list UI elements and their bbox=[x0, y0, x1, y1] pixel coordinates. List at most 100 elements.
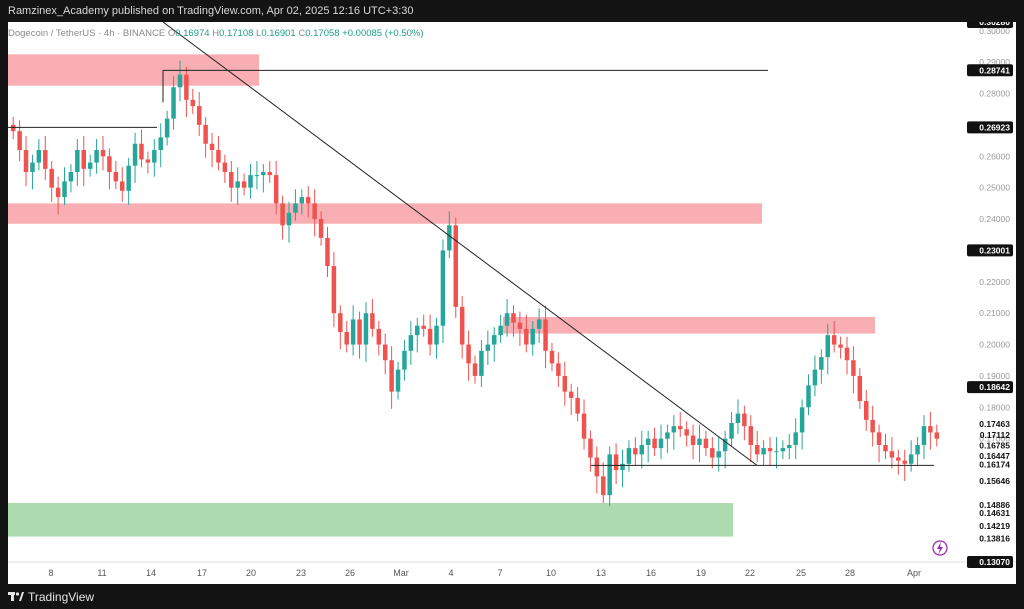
candle-body bbox=[915, 444, 920, 455]
candle-body bbox=[254, 175, 260, 177]
chart-frame: 8 11 14 17 20 23 26 Mar 4 7 10 13 16 19 22 25 28 Apr 0.300… bbox=[0, 22, 1024, 584]
candle-body bbox=[87, 162, 93, 169]
candle-body bbox=[556, 363, 561, 376]
x-tick-label: 22 bbox=[745, 568, 755, 578]
candle-body bbox=[921, 426, 927, 445]
candle-body bbox=[119, 181, 125, 191]
resistance-zone bbox=[8, 203, 762, 224]
candle-body bbox=[690, 435, 696, 445]
symbol-label: Dogecoin / TetherUS · 4h · BINANCE bbox=[8, 28, 166, 39]
x-tick-label: 19 bbox=[696, 568, 706, 578]
candle-body bbox=[363, 313, 369, 345]
x-tick-label: Mar bbox=[393, 568, 409, 578]
candle-body bbox=[36, 150, 42, 163]
x-tick-label: 20 bbox=[246, 568, 256, 578]
price-chart[interactable]: 8 11 14 17 20 23 26 Mar 4 7 10 13 16 19 22 25 28 Apr 0.300… bbox=[0, 22, 1024, 584]
candle-body bbox=[273, 175, 279, 204]
resistance-zone bbox=[503, 316, 875, 334]
candle-body bbox=[838, 344, 843, 348]
candle-body bbox=[524, 328, 529, 345]
lightning-bolt-icon bbox=[937, 542, 943, 555]
low-label: L bbox=[256, 28, 262, 39]
candle-body bbox=[331, 266, 337, 314]
candle-body bbox=[440, 250, 446, 326]
candle-body bbox=[305, 197, 311, 204]
change-value: +0.00085 (+0.50%) bbox=[342, 28, 424, 39]
publisher-bar: Ramzinex_Academy published on TradingVie… bbox=[0, 0, 1024, 22]
high-value: 0.17108 bbox=[219, 28, 254, 39]
candle-body bbox=[17, 131, 22, 151]
support-zone bbox=[8, 503, 733, 537]
candle-body bbox=[774, 451, 779, 453]
close-value: 0.17058 bbox=[305, 28, 340, 39]
y-tick-label: 0.17000 bbox=[979, 434, 1010, 444]
candle-body bbox=[139, 143, 144, 160]
candle-body bbox=[299, 197, 305, 204]
candle-body bbox=[10, 124, 16, 132]
tradingview-logo-icon bbox=[8, 592, 24, 601]
candle-body bbox=[164, 118, 170, 138]
candle-body bbox=[883, 444, 888, 452]
time-axis bbox=[8, 562, 1016, 584]
candle-body bbox=[857, 375, 863, 402]
candle-body bbox=[184, 74, 189, 100]
x-tick-label: 7 bbox=[497, 568, 502, 578]
candle-body bbox=[132, 143, 138, 166]
candle-body bbox=[370, 313, 375, 329]
candle-body bbox=[325, 237, 330, 267]
candle-body bbox=[575, 397, 580, 414]
price-label: 0.26923 bbox=[979, 122, 1010, 132]
x-tick-label: 26 bbox=[345, 568, 355, 578]
candle-body bbox=[896, 457, 901, 461]
candle-body bbox=[209, 143, 215, 151]
candle-body bbox=[787, 444, 792, 449]
candle-body bbox=[716, 451, 721, 458]
candle-body bbox=[639, 444, 645, 455]
open-label: O bbox=[167, 28, 176, 39]
candle-body bbox=[530, 328, 535, 345]
candle-body bbox=[851, 360, 856, 376]
y-tick-label: 0.29000 bbox=[979, 57, 1010, 67]
x-tick-label: 10 bbox=[546, 568, 556, 578]
x-tick-label: Apr bbox=[907, 568, 921, 578]
candle-body bbox=[350, 319, 356, 345]
candle-body bbox=[466, 344, 471, 364]
candle-body bbox=[562, 375, 568, 392]
candle-body bbox=[171, 87, 176, 119]
price-label-box bbox=[967, 556, 1013, 568]
candle-body bbox=[511, 313, 516, 323]
candle-body bbox=[447, 225, 452, 251]
candle-body bbox=[536, 319, 542, 329]
candle-body bbox=[710, 448, 715, 458]
footer-brand: TradingView bbox=[28, 590, 95, 604]
candle-body bbox=[408, 335, 414, 351]
low-value: 0.16901 bbox=[261, 28, 296, 39]
price-label-box bbox=[967, 22, 1013, 28]
y-tick-label: 0.26000 bbox=[979, 151, 1010, 161]
candle-body bbox=[889, 451, 895, 458]
candle-body bbox=[658, 438, 664, 449]
candle-body bbox=[613, 454, 619, 471]
candle-body bbox=[107, 156, 112, 172]
candle-body bbox=[543, 319, 548, 351]
y-tick-label: 0.30000 bbox=[979, 26, 1010, 36]
candle-body bbox=[222, 162, 228, 172]
candle-body bbox=[665, 432, 670, 439]
price-label-box bbox=[967, 64, 1013, 77]
candle-body bbox=[55, 187, 61, 198]
candle-body bbox=[671, 426, 677, 433]
candle-body bbox=[261, 171, 266, 176]
x-tick-label: 25 bbox=[796, 568, 806, 578]
publisher-text: Ramzinex_Academy published on TradingVie… bbox=[8, 5, 414, 17]
candle-body bbox=[75, 150, 80, 172]
candle-body bbox=[152, 150, 157, 163]
candle-body bbox=[267, 171, 273, 176]
candle-body bbox=[844, 347, 850, 361]
price-label: 0.17463 bbox=[979, 419, 1010, 429]
candle-body bbox=[703, 438, 709, 449]
price-label: 0.15646 bbox=[979, 476, 1010, 486]
candle-body bbox=[357, 319, 362, 345]
candle-body bbox=[601, 476, 606, 496]
y-tick-label: 0.28000 bbox=[979, 89, 1010, 99]
candle-body bbox=[318, 219, 324, 238]
